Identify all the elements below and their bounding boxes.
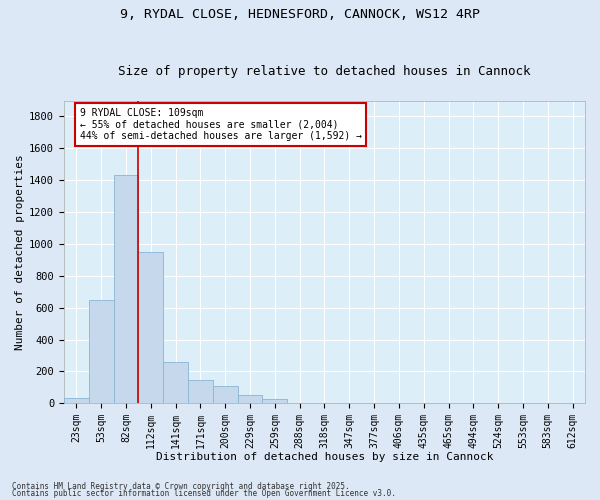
Bar xyxy=(238,394,262,404)
Bar xyxy=(213,386,238,404)
Bar xyxy=(188,380,213,404)
Text: 9 RYDAL CLOSE: 109sqm
← 55% of detached houses are smaller (2,004)
44% of semi-d: 9 RYDAL CLOSE: 109sqm ← 55% of detached … xyxy=(80,108,362,142)
Bar xyxy=(262,400,287,404)
Bar xyxy=(113,176,139,404)
Text: 9, RYDAL CLOSE, HEDNESFORD, CANNOCK, WS12 4RP: 9, RYDAL CLOSE, HEDNESFORD, CANNOCK, WS1… xyxy=(120,8,480,20)
Bar xyxy=(64,398,89,404)
X-axis label: Distribution of detached houses by size in Cannock: Distribution of detached houses by size … xyxy=(155,452,493,462)
Text: Contains public sector information licensed under the Open Government Licence v3: Contains public sector information licen… xyxy=(12,489,396,498)
Y-axis label: Number of detached properties: Number of detached properties xyxy=(15,154,25,350)
Text: Contains HM Land Registry data © Crown copyright and database right 2025.: Contains HM Land Registry data © Crown c… xyxy=(12,482,350,491)
Bar xyxy=(139,252,163,404)
Bar xyxy=(89,300,113,404)
Title: Size of property relative to detached houses in Cannock: Size of property relative to detached ho… xyxy=(118,66,530,78)
Bar xyxy=(163,362,188,404)
